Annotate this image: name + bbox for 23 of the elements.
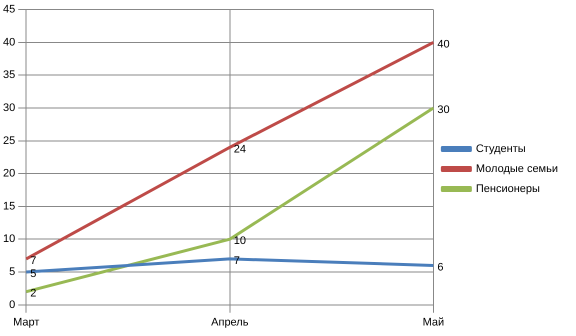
y-tick-label: 15 — [2, 200, 16, 212]
y-tick-label: 30 — [2, 102, 16, 114]
legend-label: Студенты — [476, 143, 526, 156]
x-tick-label: Апрель — [211, 316, 249, 328]
y-tick-label: 35 — [2, 69, 16, 82]
x-tick-label: Март — [13, 316, 40, 328]
y-tick-label: 0 — [9, 298, 16, 311]
legend-label: Пенсионеры — [476, 183, 540, 196]
data-label: 24 — [234, 143, 246, 156]
data-label: 10 — [234, 235, 246, 248]
data-label: 2 — [30, 288, 36, 300]
y-tick-label: 10 — [2, 233, 16, 246]
y-tick-label: 20 — [2, 168, 16, 180]
y-tick-label: 25 — [2, 134, 16, 147]
data-label: 40 — [437, 38, 450, 50]
y-tick-label: 5 — [9, 266, 16, 278]
x-tick-label: Май — [422, 316, 444, 328]
data-label: 30 — [437, 104, 450, 116]
data-label: 6 — [437, 261, 444, 274]
data-label: 7 — [30, 254, 36, 267]
y-tick-label: 40 — [2, 36, 16, 48]
y-tick-label: 45 — [2, 4, 16, 16]
legend-label: Молодые семьи — [476, 163, 558, 176]
